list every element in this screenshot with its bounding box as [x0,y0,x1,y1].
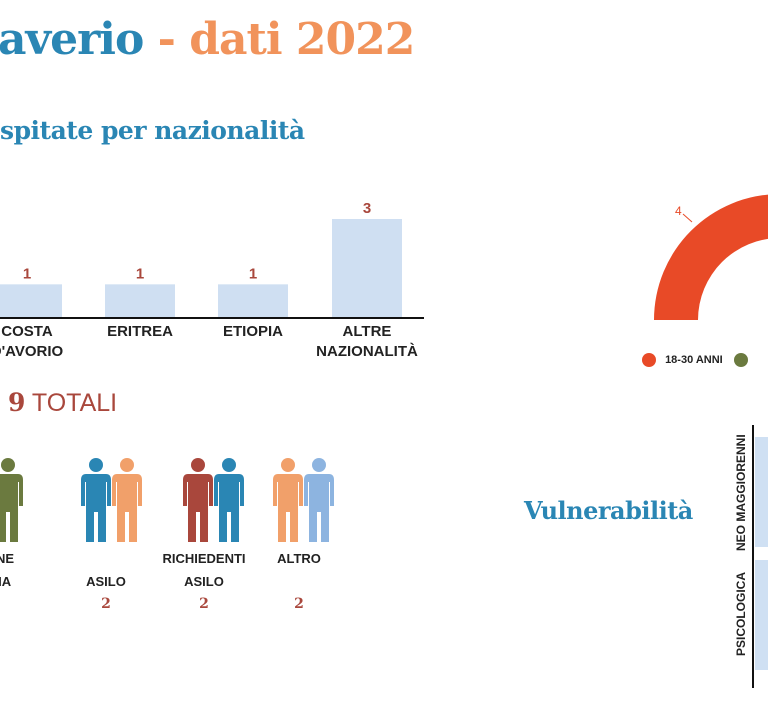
totals-number: 9 [8,388,26,417]
status-value-1: 2 [101,596,111,612]
donut-leader-line [682,213,693,223]
vuln-category-neo-maggiorenni: NEO MAGGIORENNI [734,434,748,551]
legend-dot-18-30 [642,353,656,367]
age-legend: 18-30 ANNI [642,353,748,367]
bar-category-label-3: ALTRE NAZIONALITÀ [312,322,422,362]
bar-0 [0,284,62,317]
vuln-bar-psicologica [755,560,768,670]
donut-value-label: 4 [675,204,682,218]
bar-category-line: COSTA [1,323,53,340]
title-part2: dati 2022 [189,14,415,65]
person-icon [273,458,303,542]
status-label-1-1: ASILO [86,574,126,589]
title-separator: - [143,14,190,65]
status-label-3-0: ALTRO [277,551,321,566]
bar-2 [218,284,288,317]
bar-1 [105,284,175,317]
nationality-section-title: spitate per nazionalità [0,116,305,145]
person-icon [112,458,142,542]
person-icon [304,458,334,542]
legend-dot-second [733,353,748,367]
bar-category-label-0: COSTA D'AVORIO [0,322,82,362]
bar-category-label-2: ETIOPIA [198,322,308,342]
bar-category-line: D'AVORIO [0,343,64,360]
status-label-0-1: RIA [0,574,12,589]
status-value-2: 2 [199,596,209,612]
bar-value-label-0: 1 [23,265,31,282]
status-value-3: 2 [294,596,304,612]
legend-label-18-30: 18-30 ANNI [665,353,723,366]
person-icon [214,458,244,542]
bar-category-line: ETIOPIA [222,323,283,340]
person-icon [0,458,23,542]
totals-label: TOTALI [31,389,118,417]
vulnerability-title: Vulnerabilità [524,496,693,525]
bar-category-label-1: ERITREA [85,322,195,342]
bar-category-line: NAZIONALITÀ [316,343,418,360]
donut-slice-18-30 [654,194,768,320]
status-label-2-1: ASILO [184,574,224,589]
bar-category-line: ALTRE [342,323,392,340]
vuln-category-psicologica: PSICOLOGICA [734,571,748,656]
bar-3 [332,219,402,317]
bar-category-line: ERITREA [107,323,173,340]
bar-value-label-2: 1 [249,265,257,282]
totals: 9 TOTALI [8,388,117,418]
age-donut-chart [654,194,768,320]
bar-value-label-3: 3 [363,200,371,217]
bar-value-label-1: 1 [136,265,144,282]
person-icon [183,458,213,542]
status-label-2-0: RICHIEDENTI [162,551,246,566]
nationality-bar-chart: 1 1 1 3 [0,200,424,319]
person-icon [81,458,111,542]
title-part1: averio [0,14,144,65]
page-title: averio - dati 2022 [0,14,415,65]
vuln-bar-neo-maggiorenni [755,437,768,547]
vulnerability-axis [752,425,754,688]
status-label-0-0: ONE [0,551,15,566]
